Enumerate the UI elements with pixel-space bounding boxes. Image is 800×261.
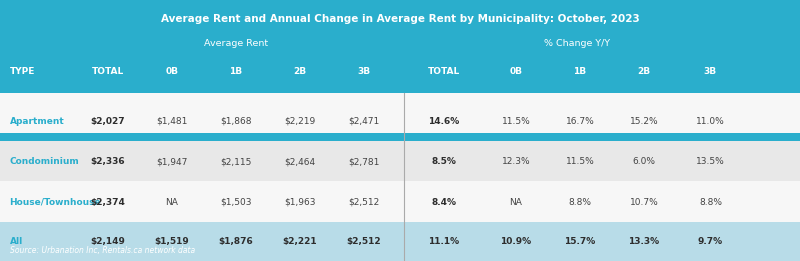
Bar xyxy=(0,141,800,181)
Text: $2,512: $2,512 xyxy=(348,198,380,207)
Text: 15.7%: 15.7% xyxy=(564,237,596,246)
Text: 16.7%: 16.7% xyxy=(566,117,594,126)
Text: TOTAL: TOTAL xyxy=(428,67,460,76)
Text: $1,481: $1,481 xyxy=(156,117,188,126)
Text: 2B: 2B xyxy=(294,67,306,76)
Text: 1B: 1B xyxy=(574,67,586,76)
Text: 8.8%: 8.8% xyxy=(699,198,722,207)
Text: House/Townhouse: House/Townhouse xyxy=(10,198,102,207)
Text: 1B: 1B xyxy=(230,67,242,76)
Text: 0B: 0B xyxy=(510,67,522,76)
Text: Source: Urbanation Inc, Rentals.ca network data: Source: Urbanation Inc, Rentals.ca netwo… xyxy=(10,246,194,255)
Text: $1,868: $1,868 xyxy=(220,117,252,126)
Text: $1,947: $1,947 xyxy=(156,157,188,166)
Text: $2,512: $2,512 xyxy=(346,237,382,246)
Text: 3B: 3B xyxy=(358,67,370,76)
Bar xyxy=(0,181,800,222)
Text: Average Rent and Annual Change in Average Rent by Municipality: October, 2023: Average Rent and Annual Change in Averag… xyxy=(161,14,639,24)
Text: 11.5%: 11.5% xyxy=(566,157,594,166)
Text: 0B: 0B xyxy=(166,67,178,76)
Text: 11.5%: 11.5% xyxy=(502,117,530,126)
Text: All: All xyxy=(10,237,23,246)
Text: 14.6%: 14.6% xyxy=(428,117,460,126)
Bar xyxy=(0,93,800,133)
Text: 10.9%: 10.9% xyxy=(501,237,531,246)
Text: $2,219: $2,219 xyxy=(284,117,316,126)
Text: $1,519: $1,519 xyxy=(154,237,190,246)
Text: 8.5%: 8.5% xyxy=(431,157,457,166)
Text: $2,781: $2,781 xyxy=(348,157,380,166)
Text: 11.1%: 11.1% xyxy=(429,237,459,246)
Text: 13.3%: 13.3% xyxy=(629,237,659,246)
Text: 10.7%: 10.7% xyxy=(630,198,658,207)
Text: 8.8%: 8.8% xyxy=(569,198,591,207)
Text: $2,336: $2,336 xyxy=(90,157,126,166)
Text: 3B: 3B xyxy=(704,67,717,76)
Text: 12.3%: 12.3% xyxy=(502,157,530,166)
Text: NA: NA xyxy=(166,198,178,207)
Text: Condominium: Condominium xyxy=(10,157,79,166)
Text: $2,221: $2,221 xyxy=(282,237,318,246)
Text: TYPE: TYPE xyxy=(10,67,35,76)
Text: $1,876: $1,876 xyxy=(218,237,254,246)
Text: $2,374: $2,374 xyxy=(90,198,126,207)
Text: NA: NA xyxy=(510,198,522,207)
Text: $2,149: $2,149 xyxy=(90,237,126,246)
Text: 15.2%: 15.2% xyxy=(630,117,658,126)
Text: $2,471: $2,471 xyxy=(348,117,380,126)
Text: $2,464: $2,464 xyxy=(285,157,315,166)
Bar xyxy=(0,222,800,261)
Text: $2,027: $2,027 xyxy=(90,117,126,126)
Text: % Change Y/Y: % Change Y/Y xyxy=(544,39,610,48)
Text: 9.7%: 9.7% xyxy=(698,237,723,246)
Text: 8.4%: 8.4% xyxy=(431,198,457,207)
Text: 11.0%: 11.0% xyxy=(696,117,725,126)
Text: 2B: 2B xyxy=(638,67,650,76)
Text: TOTAL: TOTAL xyxy=(92,67,124,76)
Text: $1,503: $1,503 xyxy=(220,198,252,207)
Text: $1,963: $1,963 xyxy=(284,198,316,207)
Text: Apartment: Apartment xyxy=(10,117,64,126)
Text: Average Rent: Average Rent xyxy=(204,39,268,48)
Text: $2,115: $2,115 xyxy=(220,157,252,166)
Text: 6.0%: 6.0% xyxy=(633,157,655,166)
Text: 13.5%: 13.5% xyxy=(696,157,725,166)
